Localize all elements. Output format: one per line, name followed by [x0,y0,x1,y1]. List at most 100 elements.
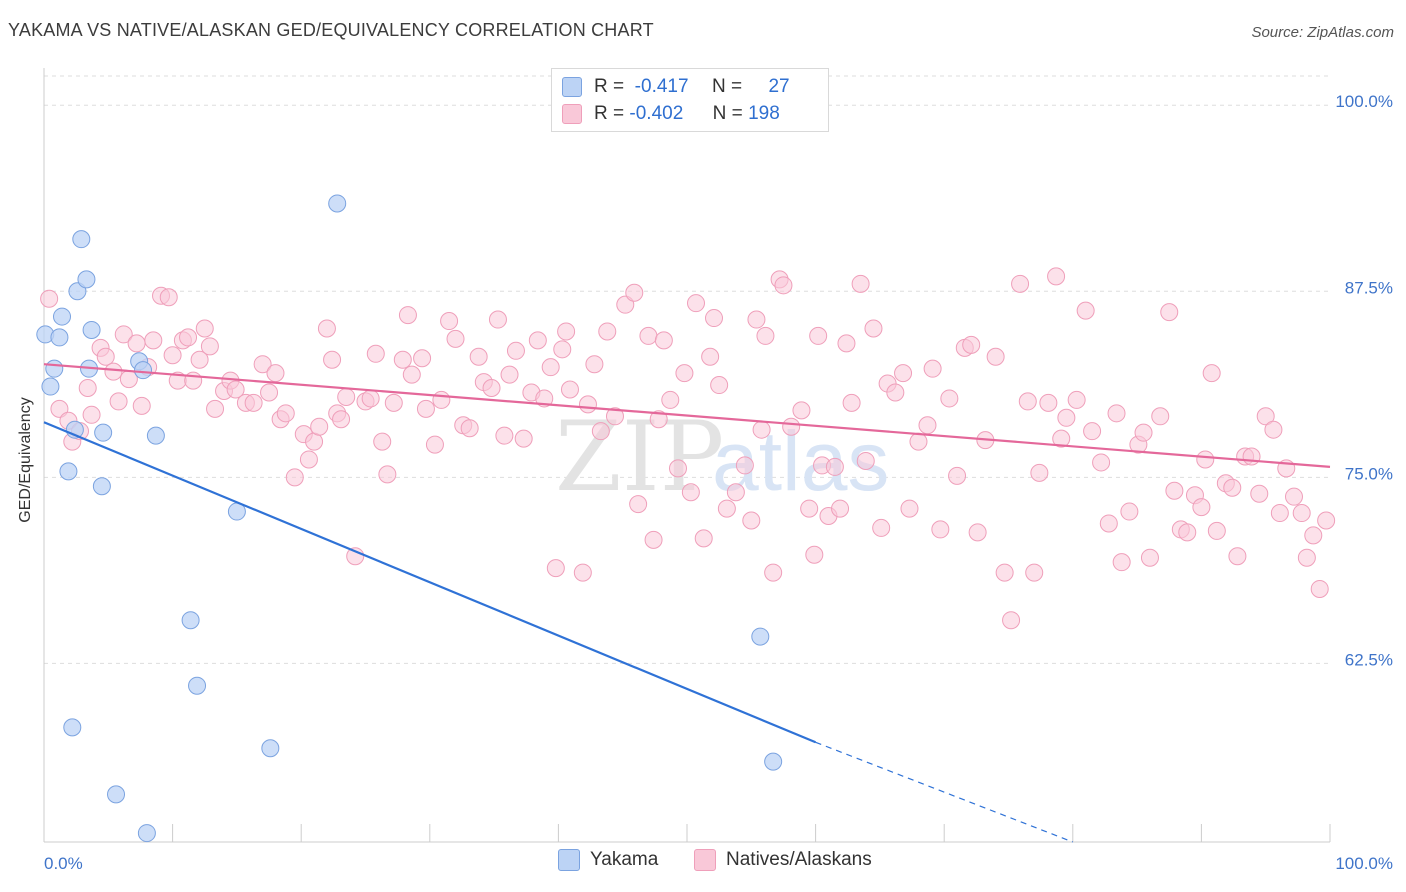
natives-point [299,450,318,469]
natives-point [1030,463,1049,482]
natives-point [440,312,459,331]
natives-point [460,419,479,438]
natives-point [598,322,617,341]
natives-point [1242,447,1261,466]
natives-point [825,457,844,476]
natives-point [384,393,403,412]
natives-point [285,468,304,487]
natives-point [276,404,295,423]
natives-point [1165,481,1184,500]
natives-point [557,322,576,341]
stats-row-yakama: R = -0.417 N = 27 [562,73,790,101]
natives-point [764,563,783,582]
yakama-point [134,361,153,380]
natives-point [206,399,225,418]
natives-point [1083,422,1102,441]
natives-point [1264,420,1283,439]
natives-point [514,429,533,448]
natives-point [1160,303,1179,322]
natives-trend-line [43,363,1331,469]
natives-point [528,331,547,350]
axes [43,68,1331,843]
yakama-trend-line [43,421,817,744]
yakama-point [764,752,783,771]
x-tick-label: 0.0% [44,854,83,873]
natives-point [260,383,279,402]
natives-point [1076,301,1095,320]
trend-lines [43,363,1331,843]
natives-point [675,364,694,383]
natives-point [546,559,565,578]
natives-point [649,410,668,429]
natives-point [332,410,351,429]
natives-point [995,563,1014,582]
natives-point [872,518,891,537]
natives-point [190,350,209,369]
natives-point [1202,364,1221,383]
natives-point [837,334,856,353]
tick-labels: 100.0% 87.5% 75.0% 62.5% 0.0% 100.0% [44,92,1393,873]
natives-point [1317,511,1336,530]
legend-yakama-swatch [558,849,580,871]
yakama-point [45,359,64,378]
natives-point [752,420,771,439]
yakama-n-value: 27 [768,76,790,97]
source-label: Source: ZipAtlas.com [1251,24,1394,41]
natives-point [809,326,828,345]
natives-point [694,529,713,548]
yakama-trend-extension [815,741,1074,843]
natives-point [1052,429,1071,448]
legend-yakama-label: Yakama [590,849,659,870]
series-natives-alaskans [40,267,1336,630]
natives-point [535,389,554,408]
legend-item-natives: Natives/Alaskans [694,849,872,871]
yakama-n-label: N = [711,76,743,97]
natives-point [654,331,673,350]
natives-point [842,393,861,412]
natives-point [918,416,937,435]
yakama-point [41,377,60,396]
natives-point [900,499,919,518]
natives-point [1223,478,1242,497]
natives-point [940,389,959,408]
natives-point [361,389,380,408]
natives-point [962,335,981,354]
natives-point [1270,504,1289,523]
natives-point [1047,267,1066,286]
natives-point [687,294,706,313]
natives-point [82,405,101,424]
yakama-point [68,282,87,301]
stats-legend: R = -0.417 N = 27 R = -0.402 N = 198 [551,68,829,132]
natives-point [605,407,624,426]
natives-point [1256,407,1275,426]
natives-point [1140,548,1159,567]
natives-point [416,399,435,418]
natives-point [541,358,560,377]
natives-point [782,417,801,436]
natives-point [109,392,128,411]
natives-point [986,347,1005,366]
natives-point [317,319,336,338]
natives-point [1112,553,1131,572]
natives-point [1120,502,1139,521]
natives-point [495,426,514,445]
natives-point [1025,563,1044,582]
yakama-point [751,627,770,646]
yakama-point [188,676,207,695]
natives-point [894,364,913,383]
natives-point [705,309,724,328]
yakama-point [328,194,347,213]
natives-point [1292,504,1311,523]
natives-point [226,380,245,399]
natives-point [373,432,392,451]
natives-point [266,364,285,383]
natives-point [1099,514,1118,533]
natives-point [585,355,604,374]
natives-point [639,326,658,345]
natives-point [1134,423,1153,442]
natives-point [1092,453,1111,472]
yakama-point [137,824,156,843]
y-tick-label: 100.0% [1335,92,1393,111]
series-yakama [36,194,783,843]
natives-point [200,337,219,356]
